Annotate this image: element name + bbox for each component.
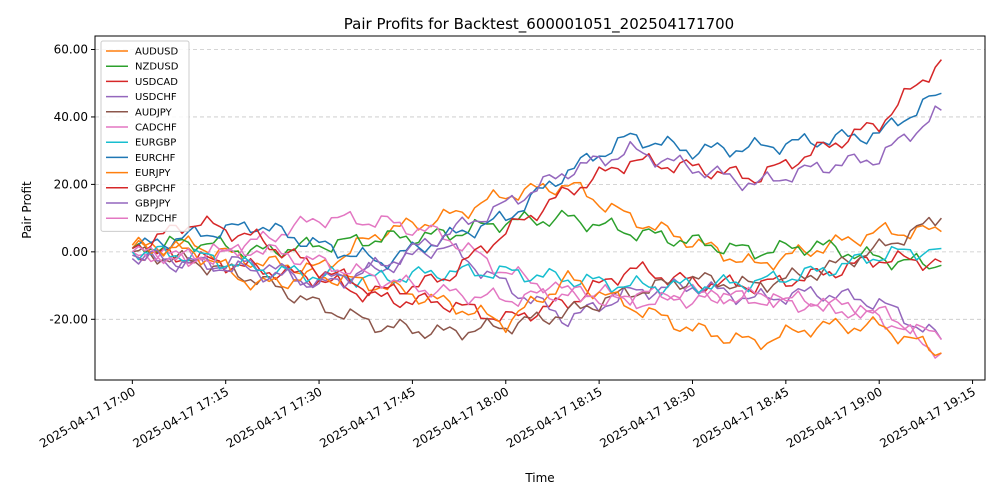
legend-label: NZDCHF <box>135 214 178 225</box>
legend-box <box>100 40 190 232</box>
legend-label: GBPCHF <box>135 183 176 194</box>
y-tick-label: -20.00 <box>49 312 88 326</box>
chart-title: Pair Profits for Backtest_600001051_2025… <box>344 15 734 34</box>
y-tick-label: 20.00 <box>54 177 88 191</box>
series-line-nzdchf <box>131 243 942 340</box>
series-line-eurgbp <box>131 245 942 296</box>
series-line-cadchf <box>131 210 942 359</box>
legend-label: USDCAD <box>135 77 178 88</box>
legend-label: EURGBP <box>135 138 176 149</box>
legend-label: EURJPY <box>135 168 171 179</box>
legend-label: GBPJPY <box>135 199 171 210</box>
series-line-usdchf <box>131 243 943 340</box>
legend-label: AUDUSD <box>135 47 179 58</box>
x-axis-label: Time <box>524 471 554 485</box>
series-lines <box>131 59 943 359</box>
series-line-eurchf <box>131 92 942 270</box>
y-axis-label: Pair Profit <box>20 181 34 239</box>
y-tick-label: 60.00 <box>54 42 88 56</box>
y-tick-label: 40.00 <box>54 110 88 124</box>
series-line-gbpjpy <box>132 105 942 289</box>
gridlines <box>95 49 985 320</box>
legend-label: NZDUSD <box>135 62 179 73</box>
legend-label: USDCHF <box>135 92 177 103</box>
plot-frame <box>94 35 986 381</box>
y-tick-label: 0.00 <box>61 245 88 259</box>
legend-label: EURCHF <box>135 153 176 164</box>
legend: AUDUSD NZDUSD USDCAD USDCHF AUDJPY CADCHF EURG… <box>100 40 190 232</box>
legend-label: CADCHF <box>135 123 177 134</box>
legend-label: AUDJPY <box>135 107 173 118</box>
